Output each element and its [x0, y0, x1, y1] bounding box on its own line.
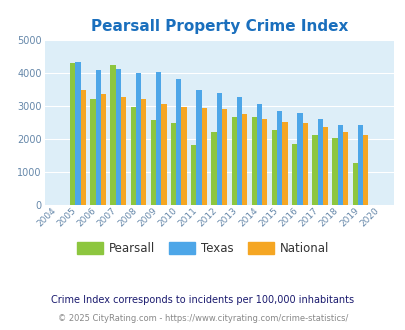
- Bar: [121, 97, 126, 205]
- Bar: [181, 107, 186, 205]
- Bar: [352, 163, 357, 205]
- Bar: [171, 123, 176, 205]
- Bar: [70, 63, 75, 205]
- Bar: [317, 119, 322, 205]
- Bar: [277, 111, 282, 205]
- Bar: [150, 120, 156, 205]
- Bar: [216, 93, 221, 205]
- Bar: [161, 104, 166, 205]
- Bar: [282, 122, 287, 205]
- Bar: [322, 127, 327, 205]
- Title: Pearsall Property Crime Index: Pearsall Property Crime Index: [90, 19, 347, 34]
- Bar: [115, 69, 121, 205]
- Bar: [271, 130, 277, 205]
- Bar: [302, 123, 307, 205]
- Bar: [100, 94, 106, 205]
- Bar: [211, 132, 216, 205]
- Bar: [291, 144, 296, 205]
- Bar: [176, 79, 181, 205]
- Bar: [241, 114, 247, 205]
- Bar: [342, 132, 347, 205]
- Bar: [251, 117, 256, 205]
- Bar: [332, 138, 337, 205]
- Bar: [201, 108, 207, 205]
- Bar: [130, 107, 136, 205]
- Bar: [337, 125, 342, 205]
- Bar: [75, 62, 80, 205]
- Bar: [191, 145, 196, 205]
- Text: Crime Index corresponds to incidents per 100,000 inhabitants: Crime Index corresponds to incidents per…: [51, 295, 354, 305]
- Bar: [362, 135, 367, 205]
- Bar: [136, 73, 141, 205]
- Bar: [95, 70, 100, 205]
- Bar: [196, 90, 201, 205]
- Bar: [262, 119, 267, 205]
- Bar: [296, 113, 302, 205]
- Legend: Pearsall, Texas, National: Pearsall, Texas, National: [72, 237, 333, 260]
- Bar: [156, 72, 161, 205]
- Bar: [80, 90, 85, 205]
- Bar: [90, 99, 95, 205]
- Text: © 2025 CityRating.com - https://www.cityrating.com/crime-statistics/: © 2025 CityRating.com - https://www.city…: [58, 314, 347, 323]
- Bar: [231, 117, 236, 205]
- Bar: [256, 104, 262, 205]
- Bar: [357, 125, 362, 205]
- Bar: [110, 65, 115, 205]
- Bar: [236, 97, 241, 205]
- Bar: [141, 99, 146, 205]
- Bar: [311, 135, 317, 205]
- Bar: [221, 109, 226, 205]
